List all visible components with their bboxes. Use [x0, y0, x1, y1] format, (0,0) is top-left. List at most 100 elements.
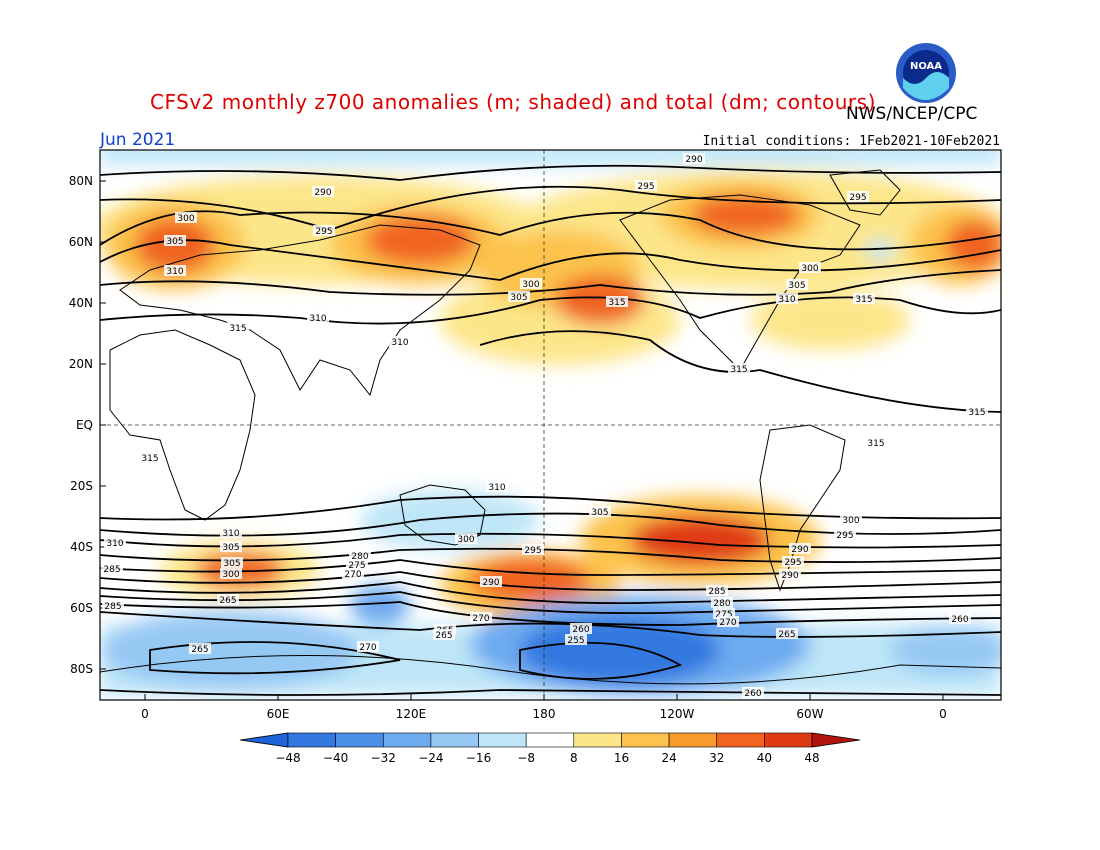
contour-label: 300 — [840, 514, 862, 526]
contour-label: 315 — [853, 293, 875, 305]
colorbar-swatch — [478, 732, 527, 748]
contour-285-south — [100, 571, 1001, 591]
svg-text:300: 300 — [522, 280, 539, 290]
contour-label: 260 — [742, 687, 764, 699]
lon-label: 180 — [533, 707, 556, 721]
contour-label: 295 — [635, 180, 657, 192]
svg-text:290: 290 — [482, 578, 499, 588]
colorbar-swatch — [430, 732, 479, 748]
contour-label: 315 — [606, 296, 628, 308]
contour-label: 305 — [221, 557, 243, 569]
colorbar: −48 −40 −32 −24 −16 −8 8 16 24 32 40 48 — [239, 732, 861, 765]
contour-label: 310 — [164, 265, 186, 277]
contour-label: 300 — [520, 278, 542, 290]
contour-label: 285 — [102, 600, 124, 612]
contour-label: 310 — [389, 336, 411, 348]
svg-text:275: 275 — [715, 610, 732, 620]
svg-text:265: 265 — [191, 645, 208, 655]
colorbar-tick-label: 32 — [709, 751, 724, 765]
svg-text:285: 285 — [103, 565, 120, 575]
contour-label: 310 — [776, 293, 798, 305]
colorbar-swatch — [335, 732, 384, 748]
noaa-logo-text: NOAA — [910, 61, 942, 72]
lat-label: 20S — [70, 479, 93, 493]
svg-text:295: 295 — [784, 558, 801, 568]
svg-text:305: 305 — [591, 508, 608, 518]
svg-text:300: 300 — [842, 516, 859, 526]
svg-text:300: 300 — [177, 214, 194, 224]
svg-text:265: 265 — [219, 596, 236, 606]
contour-label: 315 — [728, 363, 750, 375]
svg-text:310: 310 — [488, 483, 505, 493]
contour-label: 265 — [217, 594, 239, 606]
contour-label: 295 — [782, 556, 804, 568]
svg-text:305: 305 — [223, 559, 240, 569]
lat-label: EQ — [76, 418, 93, 432]
contour-label: 305 — [508, 291, 530, 303]
svg-text:315: 315 — [867, 439, 884, 449]
reference-gridlines — [100, 150, 1001, 700]
contour-label: 305 — [164, 235, 186, 247]
lon-label: 0 — [939, 707, 947, 721]
contour-label: 285 — [706, 585, 728, 597]
lat-label: 20N — [69, 357, 93, 371]
contour-295-south — [100, 547, 1001, 563]
colorbar-tick-label: 8 — [570, 751, 578, 765]
colorbar-swatch — [382, 732, 432, 748]
contour-315-tropical — [479, 330, 1001, 413]
contour-label: 295 — [522, 544, 544, 556]
lon-label: 0 — [141, 707, 149, 721]
svg-text:280: 280 — [713, 599, 730, 609]
contour-305-south — [100, 512, 1001, 537]
svg-text:295: 295 — [836, 531, 853, 541]
svg-text:275: 275 — [348, 561, 365, 571]
contour-label: 280 — [711, 597, 733, 609]
colorbar-tick-label: −48 — [275, 751, 300, 765]
svg-text:310: 310 — [391, 338, 408, 348]
svg-text:310: 310 — [106, 539, 123, 549]
contour-label: 300 — [799, 262, 821, 274]
contour-label: 280 — [349, 550, 371, 562]
colorbar-arrow-right — [811, 732, 861, 748]
contour-label: 260 — [949, 613, 971, 625]
colorbar-tick-label: 48 — [804, 751, 819, 765]
svg-text:310: 310 — [309, 314, 326, 324]
contour-label: 315 — [865, 437, 887, 449]
contour-label: 265 — [189, 643, 211, 655]
contour-310-north — [100, 269, 1001, 296]
svg-text:305: 305 — [222, 543, 239, 553]
svg-text:280: 280 — [351, 552, 368, 562]
svg-text:290: 290 — [781, 571, 798, 581]
lon-label: 120W — [660, 707, 695, 721]
svg-text:300: 300 — [801, 264, 818, 274]
svg-text:270: 270 — [472, 614, 489, 624]
contour-label: 260 — [570, 623, 592, 635]
contour-label: 310 — [220, 527, 242, 539]
organization-label: NWS/NCEP/CPC — [846, 104, 978, 124]
colorbar-tick-label: −8 — [517, 751, 535, 765]
initial-conditions: Initial conditions: 1Feb2021-10Feb2021 — [702, 134, 1000, 149]
contour-label: 270 — [717, 616, 739, 628]
contour-label: 315 — [227, 322, 249, 334]
contour-label: 290 — [789, 543, 811, 555]
svg-text:315: 315 — [855, 295, 872, 305]
svg-text:315: 315 — [730, 365, 747, 375]
colorbar-tick-label: −24 — [418, 751, 443, 765]
colorbar-tick-label: 24 — [661, 751, 676, 765]
colorbar-swatch — [668, 732, 718, 748]
contour-295-north — [100, 185, 1001, 231]
svg-text:315: 315 — [968, 408, 985, 418]
svg-text:265: 265 — [778, 630, 795, 640]
contour-label: 295 — [847, 191, 869, 203]
contour-label: 305 — [589, 506, 611, 518]
svg-text:315: 315 — [608, 298, 625, 308]
svg-text:285: 285 — [708, 587, 725, 597]
svg-text:290: 290 — [791, 545, 808, 555]
colorbar-tick-label: −32 — [371, 751, 396, 765]
lat-label: 80N — [69, 174, 93, 188]
svg-text:305: 305 — [166, 237, 183, 247]
forecast-period: Jun 2021 — [100, 130, 176, 150]
svg-text:270: 270 — [344, 570, 361, 580]
contour-265-low — [149, 641, 401, 675]
lat-label: 60N — [69, 235, 93, 249]
